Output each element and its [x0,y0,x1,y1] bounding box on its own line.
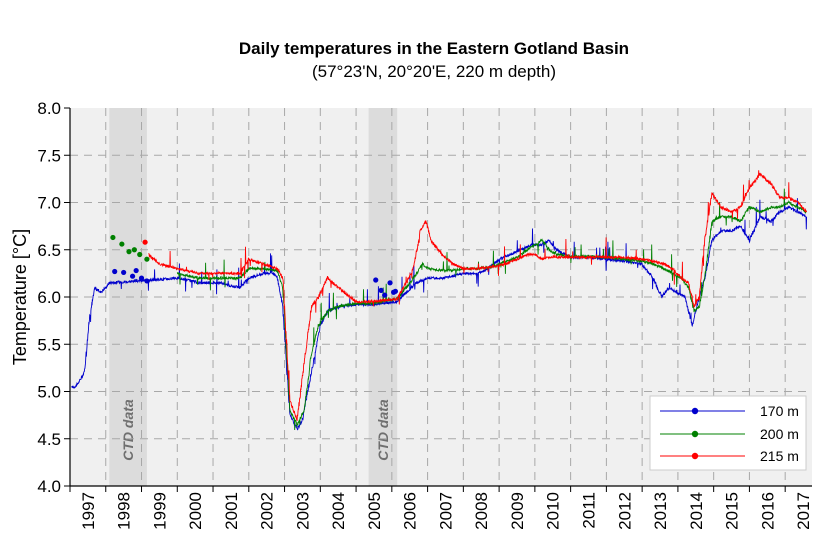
y-tick-label: 5.5 [37,335,61,354]
x-tick-label: 2003 [293,492,312,530]
legend-label-200m: 200 m [760,426,799,442]
x-tick-label: 2015 [723,492,742,530]
series-group [71,170,808,431]
x-tick-label: 2012 [615,492,634,530]
legend-label-215m: 215 m [760,448,799,464]
ctd-point-215-m [142,239,148,245]
ctd-point-170-m [392,288,399,294]
ctd-point-170-m [112,268,118,275]
x-tick-label: 2001 [222,492,241,530]
tick-labels-group: 4.0 4.5 5.0 5.5 6.0 6.5 7.0 7.5 8.0 1997 1998 1999 2… [37,99,813,530]
y-tick-label: 7.0 [37,194,61,213]
grid-lines [70,108,812,486]
ctd-point-200-m [119,241,125,247]
x-tick-label: 2000 [186,492,205,530]
x-tick-label: 2007 [436,492,455,530]
y-tick-label: 6.5 [37,241,61,260]
series-line-170-m [71,198,808,431]
y-tick-label: 4.0 [37,477,61,496]
ctd-point-170-m [133,267,139,274]
x-tick-label: 2014 [687,492,706,530]
ctd-point-170-m [382,292,388,298]
axes-group [64,107,812,492]
ctd-point-170-m [378,287,384,293]
x-tick-label: 2010 [544,492,563,530]
x-tick-label: 2009 [508,492,527,530]
x-tick-label: 1998 [115,492,134,530]
x-tick-label: 2011 [580,492,599,529]
x-tick-label: 2017 [794,492,813,530]
x-tick-label: 2006 [401,492,420,530]
y-tick-label: 5.0 [37,383,61,402]
ctd-point-200-m [126,249,132,255]
x-tick-label: 2016 [758,492,777,530]
ctd-point-170-m [144,278,150,284]
ctd-data-label: CTD data [375,399,391,461]
x-tick-label: 2013 [651,492,670,530]
y-tick-label: 4.5 [37,430,61,449]
ctd-data-label: CTD data [120,399,136,461]
ctd-point-200-m [110,234,116,241]
x-tick-label: 2004 [329,492,348,530]
y-tick-label: 7.5 [37,146,61,165]
ctd-point-200-m [144,256,150,262]
legend-marker-200m [691,430,699,438]
legend-marker-215m [691,452,699,460]
ctd-point-200-m [137,251,143,258]
ctd-point-200-m [131,247,137,253]
x-tick-label: 2002 [258,492,277,530]
y-axis-label: Temperature [°C] [10,229,30,365]
ctd-point-170-m [138,275,145,281]
y-tick-label: 8.0 [37,99,61,118]
ctd-points-group [110,234,399,298]
ctd-point-170-m [387,280,393,286]
x-tick-label: 2008 [472,492,491,530]
legend-label-170m: 170 m [760,403,799,419]
x-tick-label: 1997 [79,492,98,530]
chart-subtitle: (57°23'N, 20°20'E, 220 m depth) [312,62,556,81]
legend-box [649,395,807,471]
chart-title: Daily temperatures in the Eastern Gotlan… [239,39,629,58]
legend: 170 m 200 m 215 m [649,395,807,471]
x-tick-label: 1999 [150,492,169,530]
series-line-215-m [148,170,808,421]
ctd-point-170-m [121,269,127,276]
legend-marker-170m [691,407,699,415]
y-tick-label: 6.0 [37,288,61,307]
ctd-point-170-m [129,273,136,279]
x-tick-label: 2005 [365,492,384,530]
ctd-point-170-m [373,277,379,283]
